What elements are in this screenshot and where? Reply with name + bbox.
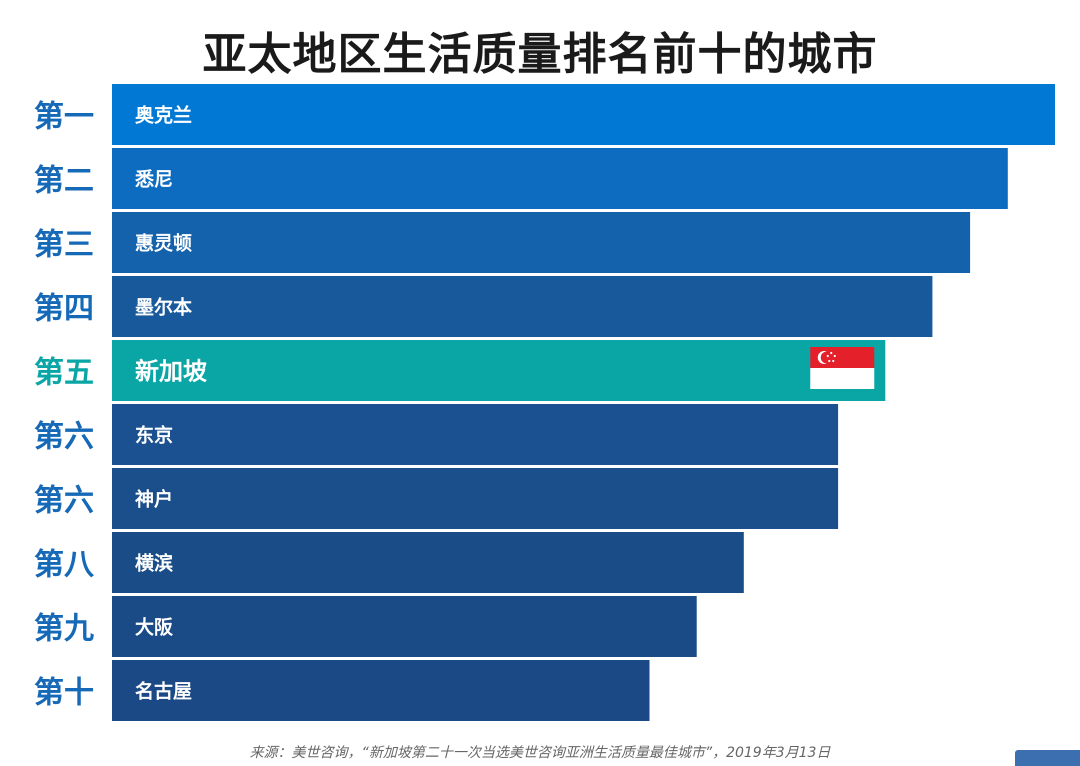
- bar-group: 第二 悉尼: [34, 148, 1008, 209]
- category-label: 神户: [135, 488, 173, 511]
- rank-label: 第三: [34, 228, 94, 263]
- bar-group: 第九 大阪: [34, 596, 697, 657]
- rank-label: 第四: [34, 292, 94, 327]
- bar-group: 第八 横滨: [34, 532, 744, 593]
- bar-group: 第六 神户: [34, 468, 839, 529]
- category-label: 惠灵顿: [135, 232, 192, 255]
- bar: [112, 84, 1055, 145]
- category-label: 名古屋: [135, 680, 192, 703]
- bar-group: 第五 新加坡: [34, 340, 886, 401]
- category-label: 新加坡: [135, 358, 207, 386]
- flag-star: [826, 354, 829, 358]
- bar: [112, 596, 697, 657]
- singapore-flag-icon: [810, 347, 875, 389]
- bar: [112, 660, 650, 721]
- flag-star: [828, 359, 831, 363]
- flag-star: [832, 359, 835, 363]
- rank-label: 第二: [34, 164, 94, 199]
- bar: [112, 404, 839, 465]
- bar-group: 第六 东京: [34, 404, 839, 465]
- category-label: 大阪: [135, 616, 174, 639]
- bar: [112, 148, 1008, 209]
- category-label: 横滨: [135, 552, 173, 575]
- rank-label: 第一: [34, 100, 94, 135]
- bar-group: 第三 惠灵顿: [34, 212, 971, 273]
- rank-label: 第九: [34, 612, 94, 647]
- flag-star: [833, 354, 836, 358]
- bar-group: 第十 名古屋: [34, 660, 650, 721]
- flag-star: [830, 351, 833, 355]
- chart-title: 亚太地区生活质量排名前十的城市: [202, 29, 878, 80]
- bar: [112, 340, 886, 401]
- corner-tab[interactable]: [1015, 750, 1080, 766]
- rank-label: 第六: [34, 484, 94, 519]
- bar: [112, 212, 971, 273]
- bar-group: 第一 奥克兰: [34, 84, 1055, 145]
- source-note: 来源：美世咨询，“新加坡第二十一次当选美世咨询亚洲生活质量最佳城市”，2019年…: [249, 745, 831, 761]
- rank-label: 第六: [34, 420, 94, 455]
- bar: [112, 532, 744, 593]
- bar: [112, 276, 933, 337]
- rank-label: 第五: [34, 356, 94, 391]
- category-label: 墨尔本: [135, 296, 192, 319]
- category-label: 东京: [135, 424, 173, 447]
- category-label: 悉尼: [134, 169, 173, 191]
- category-label: 奥克兰: [135, 104, 192, 127]
- flag-white-band: [810, 368, 875, 389]
- rank-label: 第八: [34, 548, 95, 583]
- rank-label: 第十: [34, 676, 94, 711]
- bar-group: 第四 墨尔本: [34, 276, 933, 337]
- bar: [112, 468, 839, 529]
